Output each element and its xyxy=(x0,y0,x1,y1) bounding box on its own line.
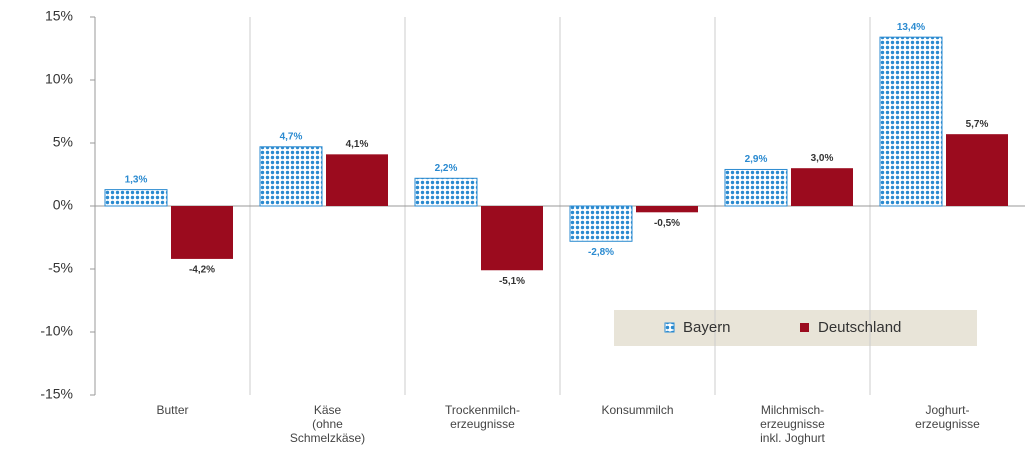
x-tick-label: Käse xyxy=(314,403,342,417)
x-tick-label: erzeugnisse xyxy=(760,417,825,431)
y-tick-label: 0% xyxy=(53,197,73,213)
y-tick-label: 5% xyxy=(53,134,73,150)
legend-marker xyxy=(800,323,809,332)
bar xyxy=(636,206,698,213)
bar xyxy=(724,168,788,207)
x-tick-label: Joghurt- xyxy=(925,403,969,417)
bar xyxy=(569,205,633,242)
data-label: 13,4% xyxy=(897,22,925,33)
bar xyxy=(104,189,168,207)
y-tick-label: 15% xyxy=(45,8,73,24)
x-tick-label: erzeugnisse xyxy=(450,417,515,431)
x-tick-label: Konsummilch xyxy=(601,403,673,417)
x-tick-label: Butter xyxy=(156,403,188,417)
data-label: -0,5% xyxy=(654,218,680,229)
legend-label: Bayern xyxy=(683,319,731,336)
bar xyxy=(326,154,388,206)
legend-marker xyxy=(664,322,675,333)
data-label: 5,7% xyxy=(966,119,989,130)
data-label: -5,1% xyxy=(499,276,525,287)
x-tick-label: erzeugnisse xyxy=(915,417,980,431)
legend-label: Deutschland xyxy=(818,319,901,336)
x-tick-label: inkl. Joghurt xyxy=(760,431,825,445)
data-label: -4,2% xyxy=(189,265,215,276)
bar xyxy=(171,206,233,259)
bar xyxy=(946,134,1008,206)
bar xyxy=(791,168,853,206)
bar xyxy=(481,206,543,271)
y-tick-label: -5% xyxy=(48,260,73,276)
x-tick-label: Schmelzkäse) xyxy=(290,431,365,445)
bar xyxy=(259,146,323,207)
data-label: 4,7% xyxy=(280,131,303,142)
data-label: 4,1% xyxy=(346,139,369,150)
data-label: -2,8% xyxy=(588,247,614,258)
data-label: 2,2% xyxy=(435,163,458,174)
x-tick-label: (ohne xyxy=(312,417,343,431)
data-label: 1,3% xyxy=(125,174,148,185)
data-label: 2,9% xyxy=(745,154,768,165)
y-tick-label: -10% xyxy=(40,323,73,339)
bar xyxy=(879,36,943,207)
bar xyxy=(414,177,478,207)
y-tick-label: 10% xyxy=(45,71,73,87)
x-tick-label: Milchmisch- xyxy=(761,403,824,417)
data-label: 3,0% xyxy=(811,153,834,164)
x-tick-label: Trockenmilch- xyxy=(445,403,520,417)
y-tick-label: -15% xyxy=(40,386,73,402)
